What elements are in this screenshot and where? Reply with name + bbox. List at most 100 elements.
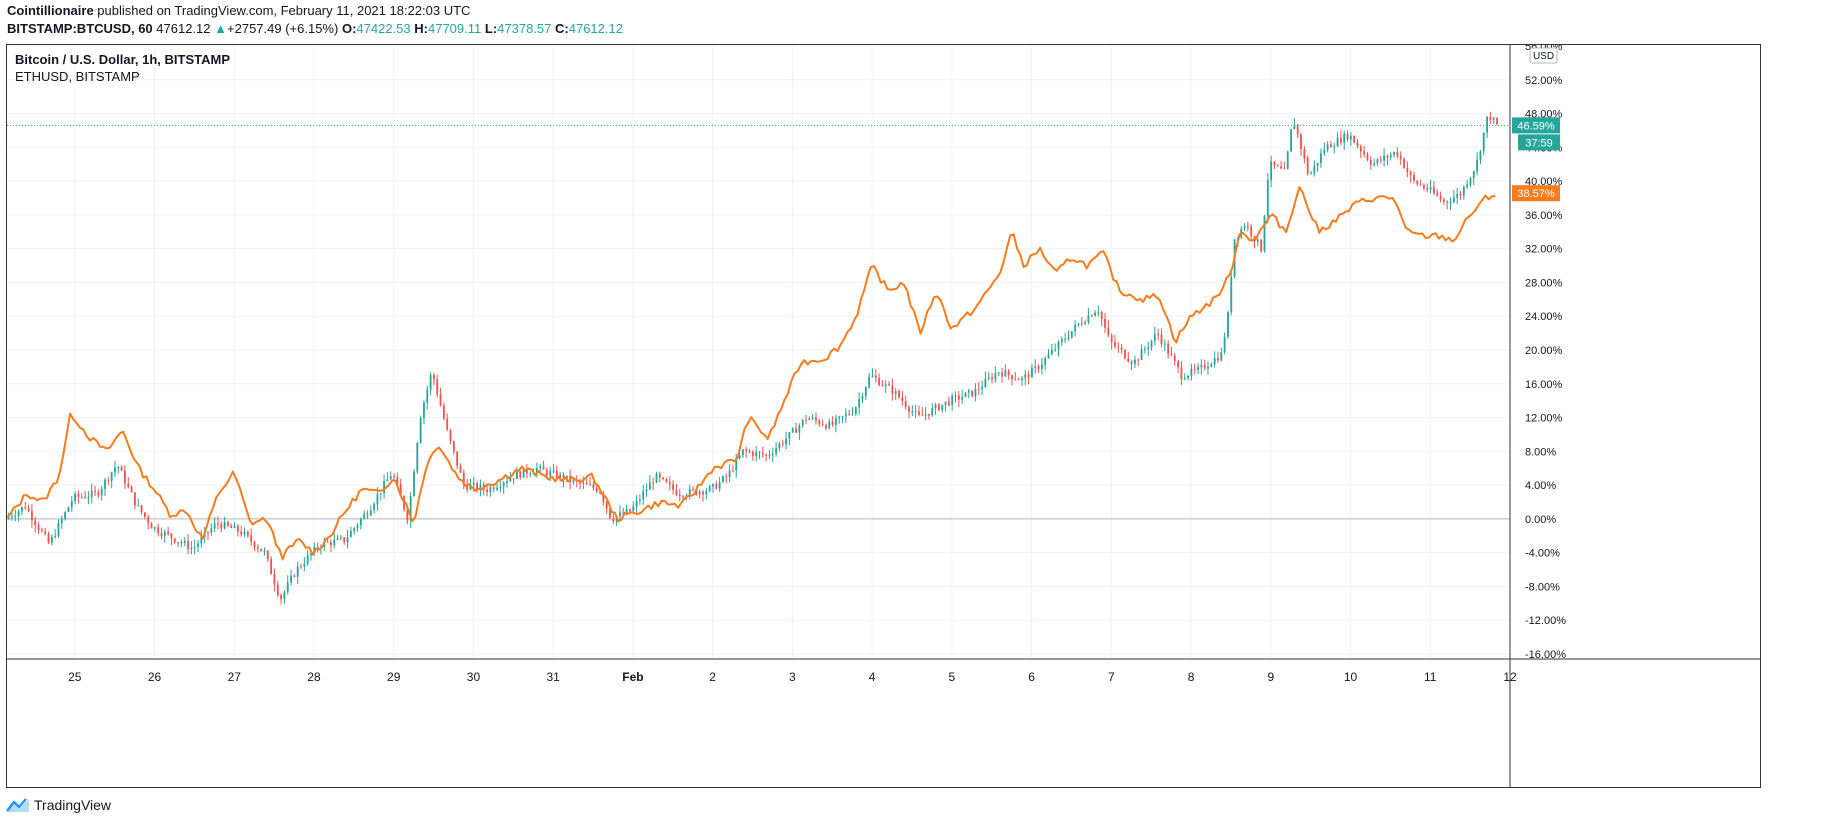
btc-candle-body [456,451,459,466]
main-series-legend[interactable]: Bitcoin / U.S. Dollar, 1h, BITSTAMP [15,52,231,67]
btc-candle-body [1306,157,1309,174]
btc-candle-body [133,492,136,506]
btc-candle-body [981,387,984,390]
btc-candle-body [1393,152,1395,155]
btc-candle-body [682,496,684,498]
btc-candle-body [941,404,944,411]
btc-candle-body [1167,343,1170,354]
btc-candle-body [1097,312,1100,314]
price-chart[interactable]: 56.00%52.00%48.00%44.00%40.00%36.00%32.0… [7,45,1761,788]
btc-candle-body [1147,347,1150,349]
btc-candle-body [991,377,993,380]
btc-candle-body [722,476,724,482]
btc-candle-body [1001,372,1003,377]
btc-candle-body [124,470,126,484]
btc-candle-body [253,541,256,548]
btc-candle-body [629,509,631,512]
symbol-line: BITSTAMP:BTCUSD, 60 [7,21,153,36]
btc-candle-body [333,539,336,546]
btc-candle-body [1080,323,1083,325]
btc-candle-body [499,486,502,488]
btc-candle-body [1021,378,1023,381]
x-tick-label: 29 [387,670,401,684]
btc-candle-body [273,574,276,585]
btc-candle-body [363,514,366,519]
btc-candle-body [535,468,538,473]
last-price: 47612.12 [156,21,211,36]
btc-candle-body [1037,366,1040,370]
chart-panel[interactable]: 56.00%52.00%48.00%44.00%40.00%36.00%32.0… [6,44,1761,788]
btc-candle-body [1303,149,1306,158]
btc-candle-body [290,575,292,583]
btc-candle-body [70,501,73,508]
btc-candle-body [675,489,678,495]
btc-candle-body [1476,159,1479,172]
x-tick-label: 7 [1108,670,1115,684]
btc-candle-body [1044,358,1047,365]
btc-candle-body [894,391,897,395]
btc-candle-body [1462,186,1465,196]
btc-candle-body [489,487,492,492]
btc-candle-body [844,413,847,417]
btc-candle-body [1187,375,1189,379]
btc-candle-body [1439,195,1442,200]
tradingview-footer[interactable]: TradingView [6,797,111,813]
btc-candle-body [798,425,801,433]
publisher-name[interactable]: Cointillionaire [7,3,94,18]
btc-candle-body [652,482,655,484]
btc-candle-body [1007,370,1010,376]
btc-candle-body [718,481,721,489]
btc-candle-body [37,525,40,530]
btc-candle-body [1190,368,1193,376]
btc-candle-body [1040,364,1043,370]
btc-candle-body [246,531,249,536]
btc-candle-body [1373,163,1376,165]
btc-candle-body [1163,343,1166,345]
chart-background [7,45,1760,787]
btc-candle-body [409,496,412,521]
btc-candle-body [778,443,781,449]
currency-button [1529,47,1558,64]
btc-candle-body [1087,315,1090,323]
btc-candle-body [1326,144,1329,150]
btc-candle-body [1486,116,1488,133]
btc-candle-body [785,438,787,445]
btc-candle-body [692,488,694,490]
x-tick-label: 25 [68,670,82,684]
btc-candle-body [1379,159,1382,161]
btc-candle-body [1353,135,1356,143]
btc-candle-body [854,407,857,414]
btc-candle-body [167,531,170,534]
btc-candle-body [217,523,219,525]
btc-candle-body [1230,276,1233,313]
y-tick-label: 36.00% [1525,210,1563,222]
btc-candle-body [1143,348,1146,350]
btc-candle-body [1363,151,1366,155]
btc-candle-body [1433,187,1435,194]
btc-candle-body [353,527,356,531]
btc-candle-body [1386,155,1389,158]
btc-candle-body [838,416,841,419]
btc-candle-body [117,467,120,469]
btc-candle-body [512,478,515,480]
btc-candle-body [904,401,907,408]
btc-candle-body [868,376,871,388]
btc-candle-body [622,512,625,514]
compare-series-legend[interactable]: ETHUSD, BITSTAMP [15,69,140,84]
btc-candle-body [1227,312,1229,337]
btc-candle-body [1273,161,1276,166]
btc-candle-body [416,442,419,472]
btc-candle-body [1157,334,1160,336]
btc-candle-body [648,482,651,490]
x-tick-label: 10 [1344,670,1358,684]
btc-candle-body [589,484,591,486]
btc-candle-body [735,458,738,471]
y-tick-label: -8.00% [1525,581,1560,593]
btc-candle-body [193,546,196,548]
btc-candle-body [429,374,432,390]
btc-candle-body [1290,129,1292,152]
btc-candle-body [1276,165,1279,167]
btc-candle-body [884,384,887,386]
btc-candle-body [678,494,681,497]
btc-candle-body [306,555,309,564]
